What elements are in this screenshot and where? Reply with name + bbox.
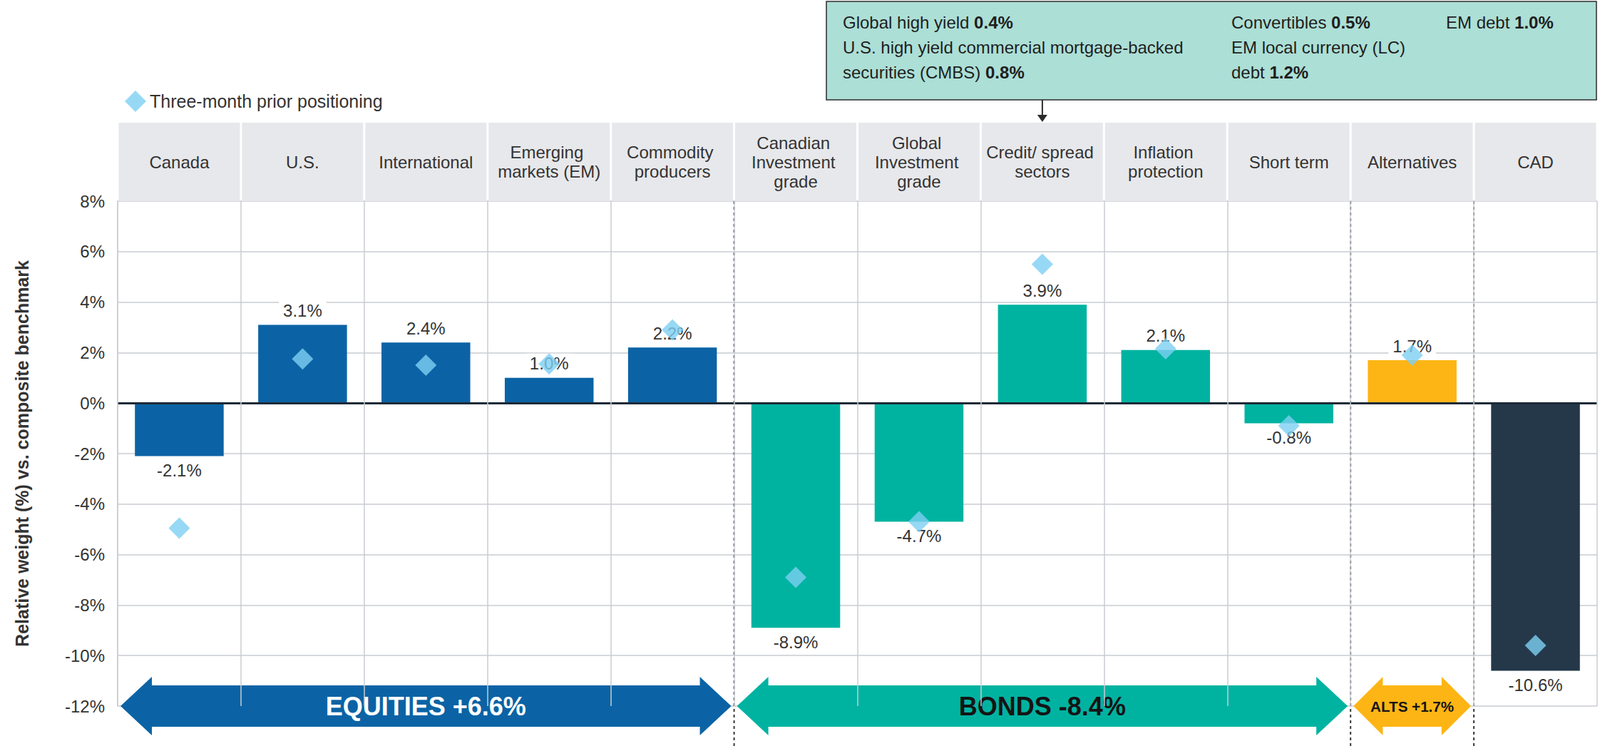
svg-text:-2%: -2%: [74, 444, 105, 464]
svg-text:Global high yield: Global high yield: [842, 12, 974, 33]
svg-text:-6%: -6%: [74, 544, 105, 564]
svg-text:2.1%: 2.1%: [1146, 326, 1186, 346]
svg-text:-10.6%: -10.6%: [1508, 675, 1563, 695]
svg-text:6%: 6%: [79, 241, 105, 261]
svg-text:ALTS +1.7%: ALTS +1.7%: [1370, 698, 1454, 715]
svg-text:4%: 4%: [79, 292, 105, 312]
svg-text:grade: grade: [773, 171, 818, 192]
svg-text:BONDS -8.4%: BONDS -8.4%: [959, 691, 1126, 721]
svg-text:0.5%: 0.5%: [1331, 12, 1371, 33]
svg-text:1.0%: 1.0%: [1514, 12, 1554, 33]
svg-text:-4.7%: -4.7%: [896, 526, 942, 546]
svg-text:2.4%: 2.4%: [406, 318, 446, 338]
svg-text:3.1%: 3.1%: [283, 300, 323, 321]
svg-text:-8.9%: -8.9%: [773, 632, 819, 652]
svg-text:U.S.: U.S.: [285, 152, 320, 172]
svg-text:EM debt: EM debt: [1445, 12, 1515, 33]
svg-text:Inflation: Inflation: [1132, 142, 1198, 162]
svg-text:grade: grade: [896, 171, 941, 192]
svg-text:protection: protection: [1127, 161, 1203, 182]
svg-text:0%: 0%: [79, 393, 105, 413]
svg-text:CAD: CAD: [1517, 152, 1554, 172]
svg-text:-4%: -4%: [74, 494, 105, 514]
svg-text:3.9%: 3.9%: [1023, 280, 1063, 301]
svg-text:Short term: Short term: [1249, 152, 1330, 172]
svg-text:Commodity: Commodity: [626, 142, 719, 162]
svg-text:EQUITIES +6.6%: EQUITIES +6.6%: [325, 691, 527, 721]
svg-text:Emerging: Emerging: [510, 142, 589, 162]
svg-text:Three-month prior positioning: Three-month prior positioning: [149, 91, 383, 112]
svg-text:International: International: [378, 152, 473, 172]
svg-text:U.S. high yield commercial mor: U.S. high yield commercial mortgage-back…: [842, 37, 1184, 58]
svg-text:1.2%: 1.2%: [1269, 62, 1309, 82]
svg-text:-10%: -10%: [64, 645, 105, 666]
svg-text:Convertibles: Convertibles: [1231, 12, 1332, 33]
svg-text:-2.1%: -2.1%: [156, 460, 202, 480]
svg-text:securities (CMBS): securities (CMBS): [842, 62, 986, 82]
svg-text:Global: Global: [891, 133, 947, 153]
svg-text:producers: producers: [634, 161, 711, 182]
svg-text:1.7%: 1.7%: [1392, 336, 1432, 356]
svg-text:Credit/ spread: Credit/ spread: [986, 142, 1099, 162]
svg-text:debt: debt: [1231, 62, 1270, 82]
svg-text:markets (EM): markets (EM): [497, 161, 601, 182]
svg-text:-12%: -12%: [64, 696, 105, 716]
svg-text:-8%: -8%: [74, 595, 105, 615]
svg-text:Investment: Investment: [751, 152, 840, 172]
svg-text:2%: 2%: [79, 342, 105, 363]
svg-text:Alternatives: Alternatives: [1367, 152, 1457, 172]
svg-text:EM local currency (LC): EM local currency (LC): [1231, 37, 1406, 58]
svg-text:sectors: sectors: [1014, 161, 1070, 182]
svg-text:Canada: Canada: [149, 152, 210, 172]
svg-text:2.2%: 2.2%: [652, 323, 692, 343]
svg-text:0.4%: 0.4%: [973, 12, 1014, 33]
svg-text:1.0%: 1.0%: [529, 353, 569, 374]
svg-text:Relative weight (%) vs. compos: Relative weight (%) vs. composite benchm…: [12, 260, 33, 647]
svg-text:8%: 8%: [79, 191, 105, 212]
svg-text:0.8%: 0.8%: [985, 62, 1025, 82]
svg-text:-0.8%: -0.8%: [1266, 427, 1312, 448]
svg-text:Investment: Investment: [874, 152, 964, 172]
svg-text:Canadian: Canadian: [756, 133, 835, 153]
